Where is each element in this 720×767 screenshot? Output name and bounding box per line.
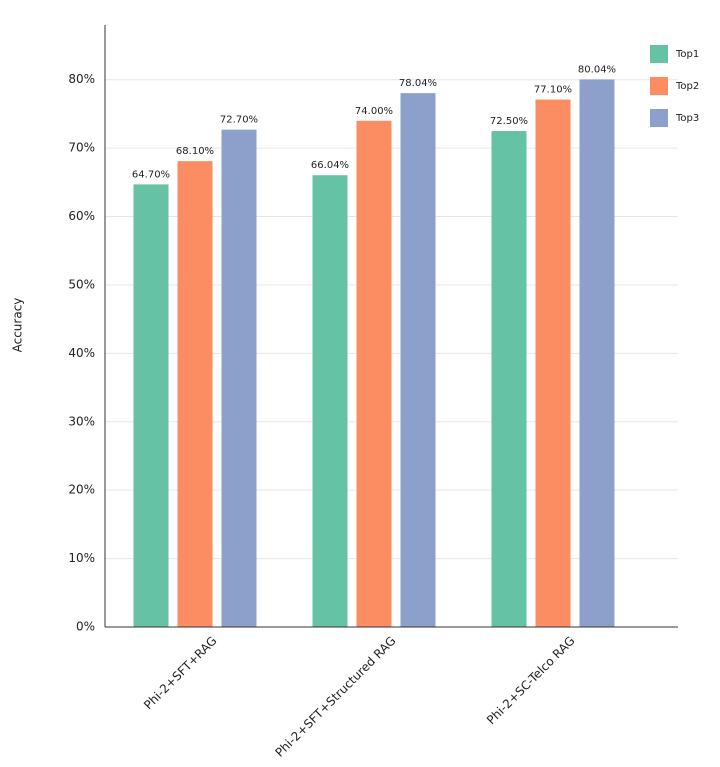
- legend-swatch: [650, 77, 668, 95]
- bar: [535, 99, 571, 627]
- y-tick-label: 80%: [68, 72, 95, 86]
- y-tick-label: 40%: [68, 346, 95, 360]
- value-label: 64.70%: [132, 169, 170, 180]
- bar: [491, 131, 527, 627]
- x-tick-label: Phi-2+SC-Telco RAG: [484, 634, 578, 728]
- value-label: 80.04%: [578, 64, 616, 75]
- y-axis-label: Accuracy: [11, 298, 25, 353]
- legend-swatch: [650, 109, 668, 127]
- y-tick-label: 10%: [68, 551, 95, 565]
- y-tick-label: 70%: [68, 141, 95, 155]
- bar: [221, 129, 257, 628]
- x-tick-label: Phi-2+SFT+RAG: [141, 634, 220, 713]
- value-label: 72.70%: [220, 115, 258, 126]
- bar: [312, 175, 348, 627]
- bar: [400, 93, 436, 628]
- legend-swatch: [650, 45, 668, 63]
- y-tick-label: 0%: [76, 620, 95, 634]
- bar: [356, 120, 392, 627]
- value-label: 68.10%: [176, 146, 214, 157]
- bar: [579, 79, 615, 628]
- x-tick-label: Phi-2+SFT+Structured RAG: [273, 634, 399, 760]
- y-tick-label: 50%: [68, 277, 95, 291]
- legend-label: Top3: [675, 113, 699, 124]
- value-label: 78.04%: [399, 78, 437, 89]
- legend-label: Top2: [675, 81, 699, 92]
- y-tick-label: 20%: [68, 483, 95, 497]
- value-label: 72.50%: [490, 116, 528, 127]
- bar: [133, 184, 169, 627]
- value-label: 77.10%: [534, 85, 572, 96]
- y-tick-label: 30%: [68, 414, 95, 428]
- value-label: 66.04%: [311, 160, 349, 171]
- bar: [177, 161, 213, 627]
- y-tick-label: 60%: [68, 209, 95, 223]
- value-label: 74.00%: [355, 106, 393, 117]
- legend-label: Top1: [675, 49, 699, 60]
